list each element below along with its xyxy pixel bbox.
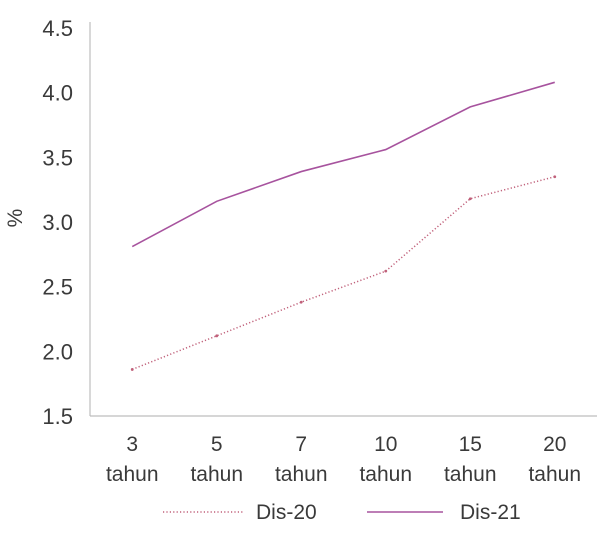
x-tick-label: 5 xyxy=(211,433,223,456)
data-point xyxy=(130,368,134,371)
y-tick-label: 2.0 xyxy=(42,339,73,364)
x-tick-label: 15 xyxy=(459,433,482,456)
data-point xyxy=(299,300,303,304)
x-tick-label: tahun xyxy=(106,463,159,486)
series-layer xyxy=(130,81,557,371)
legend-label: Dis-21 xyxy=(460,501,521,524)
y-tick-label: 4.5 xyxy=(42,16,73,41)
y-axis-ticks: 1.5 2.0 2.5 3.0 3.5 4.0 4.5 xyxy=(42,16,73,429)
series-line-dis-21 xyxy=(131,81,555,248)
legend-label: Dis-20 xyxy=(256,501,317,524)
x-tick-label: 10 xyxy=(374,433,397,456)
data-point xyxy=(553,175,557,179)
data-point xyxy=(384,269,388,273)
x-tick-label: 3 xyxy=(126,433,138,456)
x-tick-label: 20 xyxy=(543,433,566,456)
x-tick-label: tahun xyxy=(359,463,412,486)
series-line-dis-20 xyxy=(131,176,555,371)
x-tick-label: tahun xyxy=(528,463,581,486)
data-point xyxy=(468,197,472,201)
x-tick-label: tahun xyxy=(190,463,243,486)
data-point xyxy=(215,334,219,338)
y-tick-label: 4.0 xyxy=(42,81,73,106)
y-tick-label: 1.5 xyxy=(42,404,73,429)
legend: Dis-20 Dis-21 xyxy=(163,501,521,524)
x-axis-ticks: 3 tahun 5 tahun 7 tahun 10 tahun 15 tahun 20 tahun xyxy=(106,433,581,486)
x-tick-label: 7 xyxy=(295,433,307,456)
x-tick-label: tahun xyxy=(275,463,328,486)
y-tick-label: 2.5 xyxy=(42,275,73,300)
y-tick-label: 3.5 xyxy=(42,145,73,170)
x-tick-label: tahun xyxy=(444,463,497,486)
y-tick-label: 3.0 xyxy=(42,210,73,235)
y-axis-label: % xyxy=(4,209,27,228)
